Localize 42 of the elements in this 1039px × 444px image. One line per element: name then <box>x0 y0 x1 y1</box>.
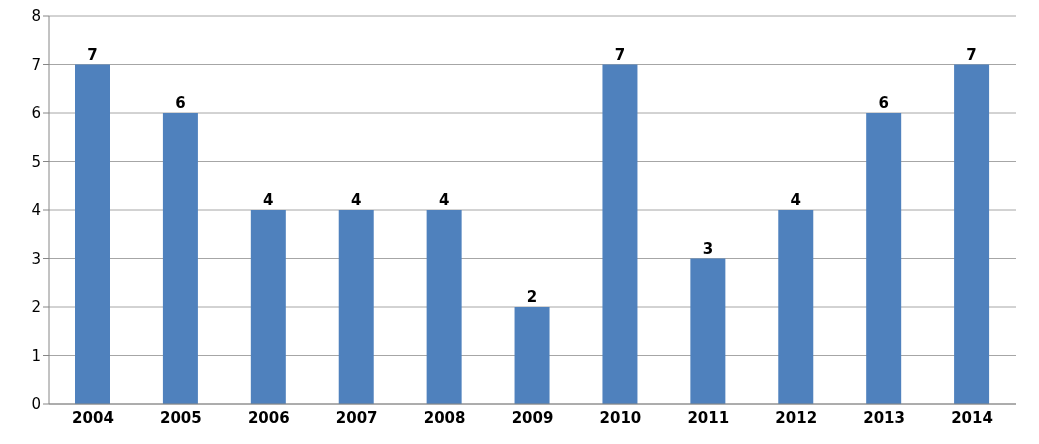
data-label: 4 <box>790 191 801 209</box>
bar <box>338 210 374 404</box>
x-tick-label: 2005 <box>159 408 202 427</box>
x-tick-label: 2013 <box>863 408 906 427</box>
y-tick-label: 5 <box>31 152 41 171</box>
x-tick-label: 2007 <box>335 408 378 427</box>
data-label: 4 <box>351 191 362 209</box>
bar <box>250 210 286 404</box>
y-tick-label: 2 <box>31 298 41 317</box>
data-label: 6 <box>878 94 889 112</box>
bar <box>778 210 814 404</box>
data-label: 7 <box>614 45 626 64</box>
x-tick-label: 2006 <box>247 408 290 427</box>
bar <box>75 64 110 404</box>
bar <box>162 113 198 404</box>
x-tick-label: 2009 <box>511 408 554 427</box>
bar <box>866 113 902 404</box>
x-tick-label: 2008 <box>423 408 466 427</box>
bar <box>514 307 550 404</box>
y-tick-label: 4 <box>31 201 41 220</box>
data-label: 4 <box>263 191 274 209</box>
data-label: 4 <box>438 191 450 209</box>
x-tick-label: 2012 <box>775 408 818 427</box>
bar <box>690 258 726 404</box>
bar <box>426 210 462 404</box>
y-tick-label: 0 <box>31 395 41 414</box>
y-tick-label: 3 <box>31 249 41 268</box>
y-tick-label: 8 <box>31 7 41 26</box>
data-label: 7 <box>966 45 977 64</box>
bar <box>602 64 638 404</box>
x-tick-label: 2014 <box>951 408 993 427</box>
data-label: 3 <box>702 239 714 258</box>
y-tick-label: 6 <box>31 104 41 123</box>
data-label: 7 <box>87 45 98 64</box>
y-tick-label: 1 <box>31 346 41 365</box>
x-tick-label: 2011 <box>687 408 730 427</box>
x-tick-label: 2004 <box>72 408 114 427</box>
data-label: 6 <box>175 94 186 112</box>
data-label: 2 <box>526 288 538 306</box>
y-tick-label: 7 <box>31 55 41 74</box>
x-tick-label: 2010 <box>599 408 642 427</box>
bar <box>954 64 990 404</box>
